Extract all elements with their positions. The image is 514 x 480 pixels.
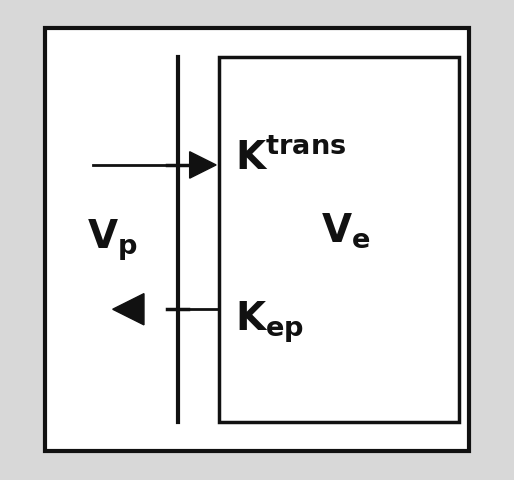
Text: $\mathbf{K}_\mathbf{ep}$: $\mathbf{K}_\mathbf{ep}$ — [235, 299, 305, 345]
Bar — [45, 29, 469, 451]
Text: $\mathbf{V}_\mathbf{e}$: $\mathbf{V}_\mathbf{e}$ — [321, 211, 371, 250]
Text: $\mathbf{V}_\mathbf{p}$: $\mathbf{V}_\mathbf{p}$ — [87, 217, 138, 263]
Polygon shape — [113, 294, 144, 325]
Text: $\mathbf{K}^\mathbf{trans}$: $\mathbf{K}^\mathbf{trans}$ — [235, 139, 347, 178]
Bar — [218, 58, 459, 422]
Polygon shape — [190, 153, 216, 179]
